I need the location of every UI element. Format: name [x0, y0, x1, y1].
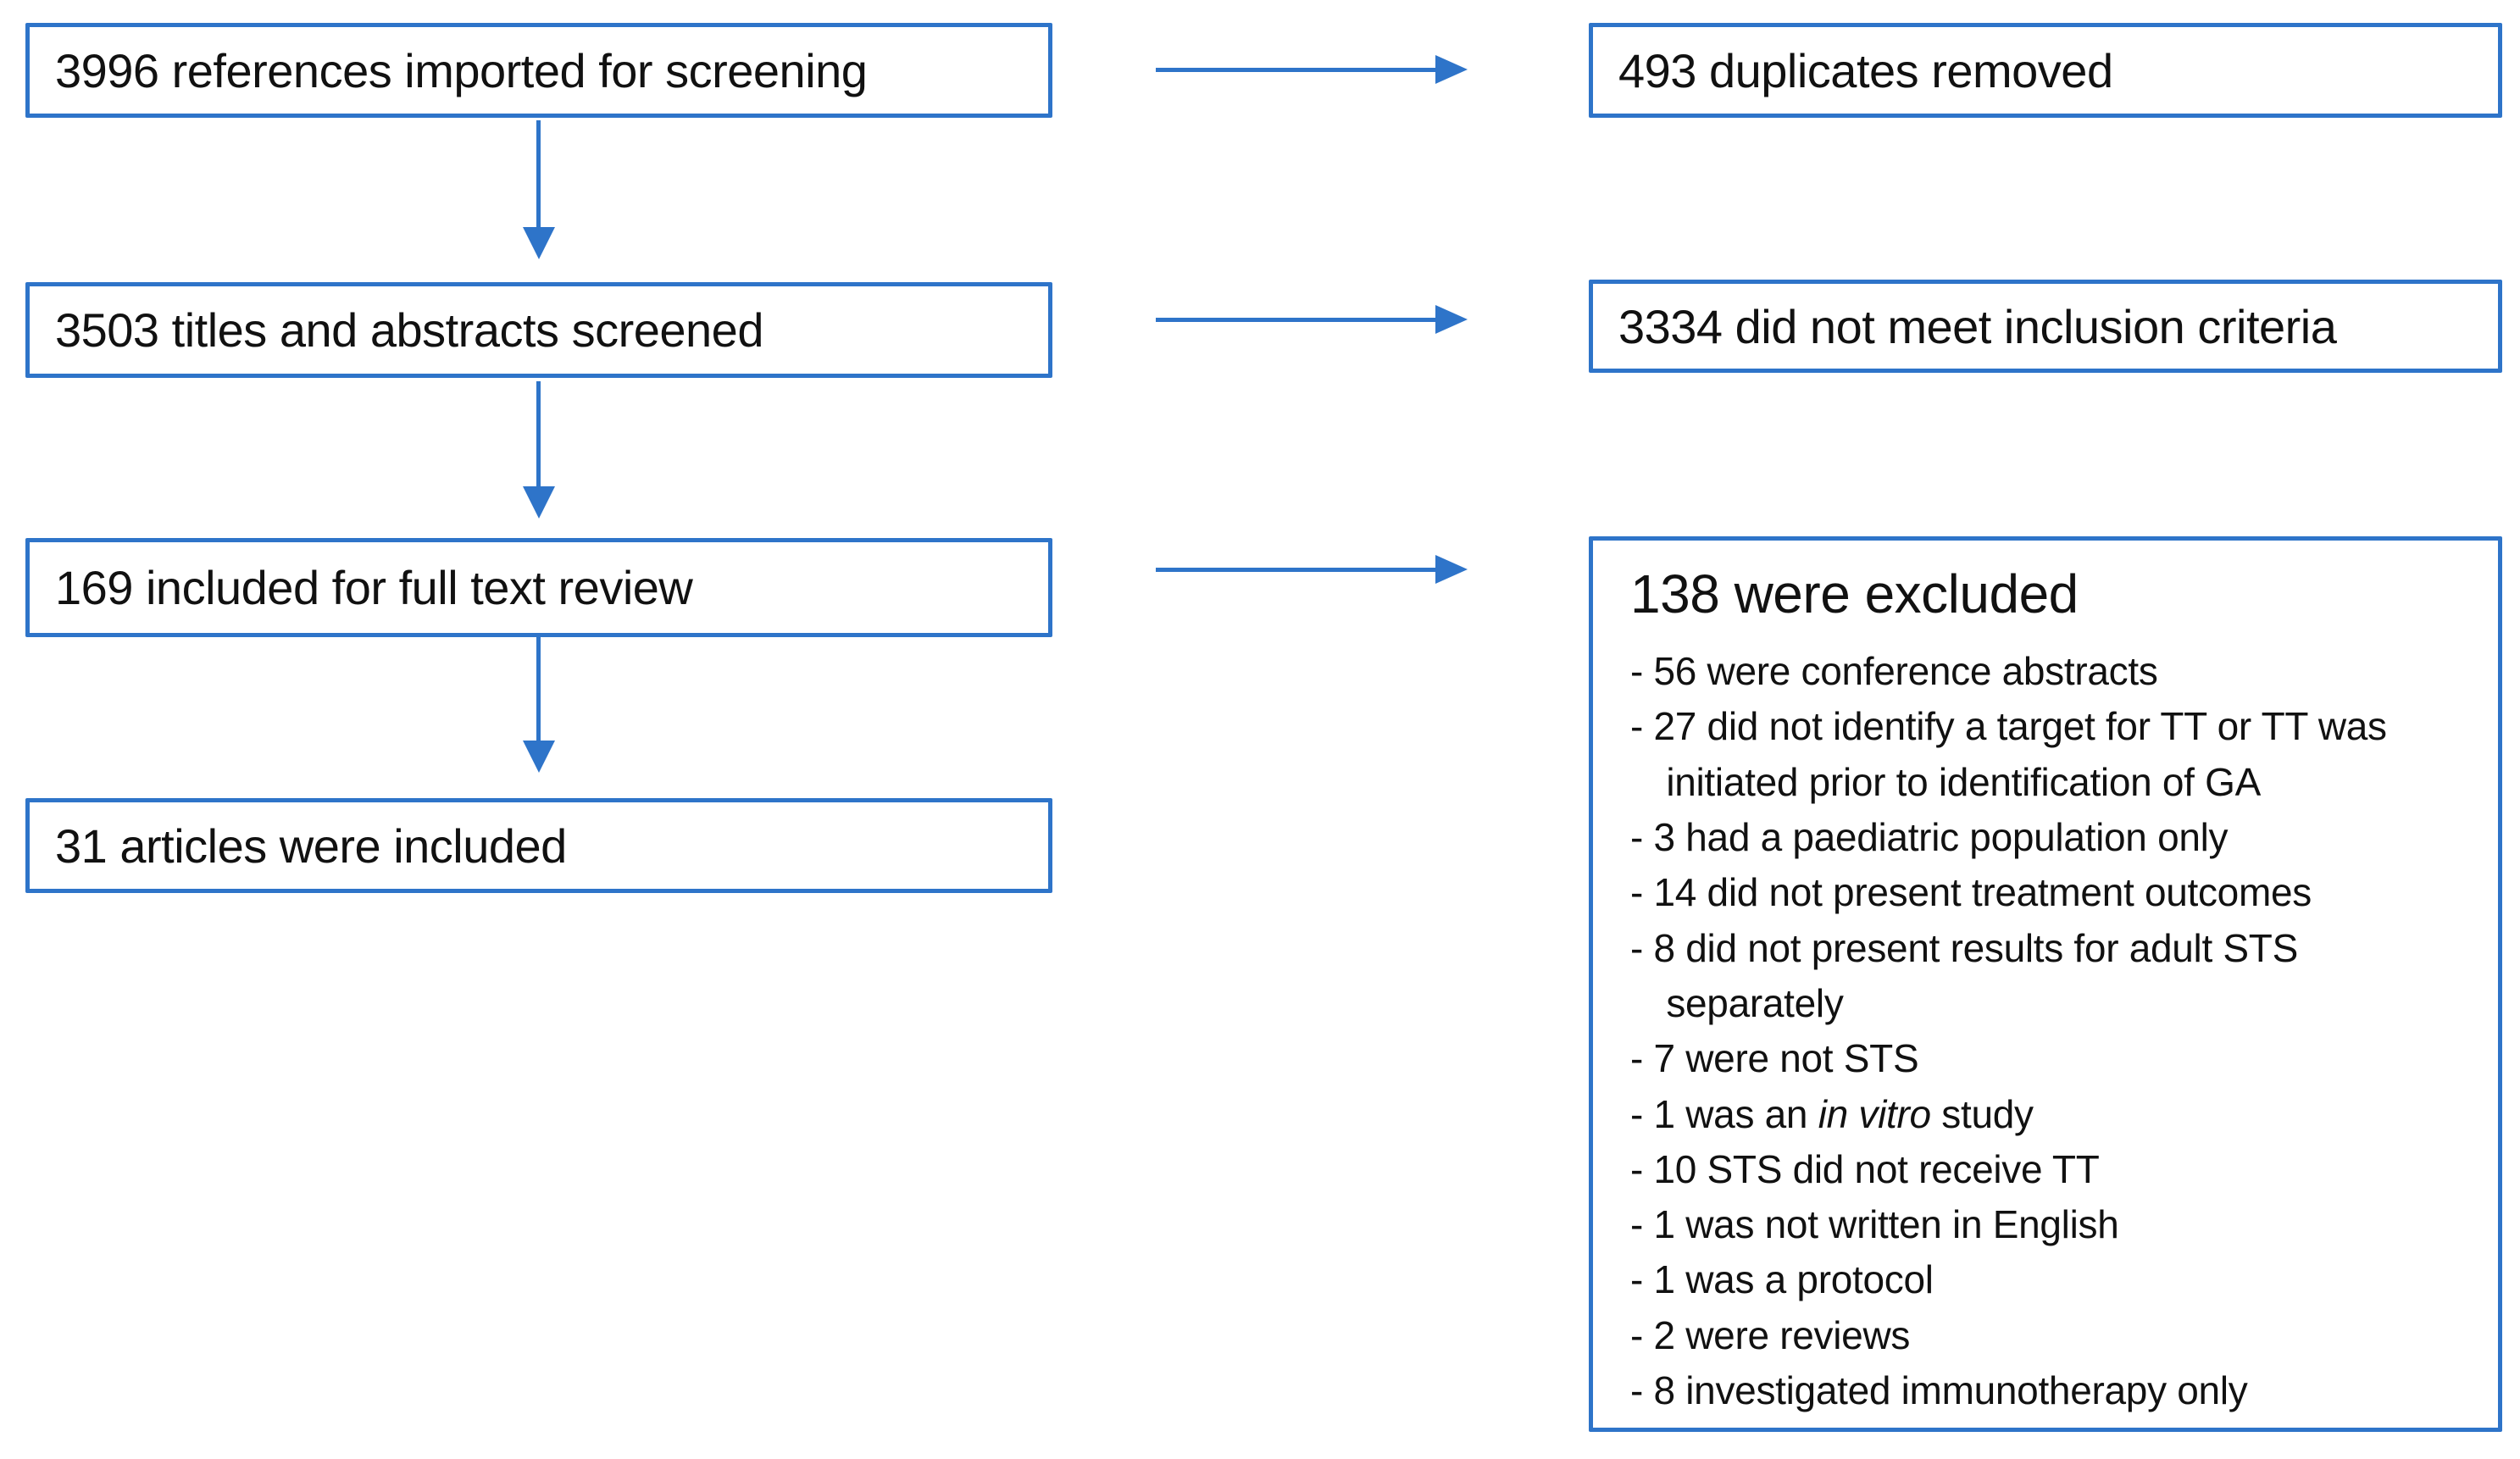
box-articles-included-label: 31 articles were included — [55, 818, 567, 873]
exclusion-item: - 1 was an in vitro study — [1630, 1091, 2034, 1136]
box-did-not-meet-criteria-label: 3334 did not meet inclusion criteria — [1618, 299, 2337, 353]
exclusion-item: - 10 STS did not receive TT — [1630, 1146, 2100, 1191]
box-excluded-details: 138 were excluded - 56 were conference a… — [1589, 536, 2502, 1432]
arrow-down-3-shaft — [536, 637, 541, 742]
box-articles-included: 31 articles were included — [25, 798, 1052, 893]
box-duplicates-removed-label: 493 duplicates removed — [1618, 43, 2113, 97]
arrow-right-1-shaft — [1156, 68, 1437, 72]
box-titles-abstracts-screened: 3503 titles and abstracts screened — [25, 282, 1052, 378]
box-did-not-meet-criteria: 3334 did not meet inclusion criteria — [1589, 280, 2502, 373]
box-titles-abstracts-screened-label: 3503 titles and abstracts screened — [55, 303, 763, 357]
exclusion-item: - 27 did not identify a target for TT or… — [1630, 704, 2387, 804]
box-full-text-review: 169 included for full text review — [25, 538, 1052, 637]
arrow-down-2-shaft — [536, 381, 541, 488]
excluded-title: 138 were excluded — [1630, 563, 2079, 624]
exclusion-item: - 1 was not written in English — [1630, 1202, 2119, 1247]
exclusion-item: - 7 were not STS — [1630, 1036, 1919, 1081]
exclusion-list: - 56 were conference abstracts - 27 did n… — [1630, 644, 2469, 1418]
box-full-text-review-label: 169 included for full text review — [55, 561, 693, 614]
box-references-imported: 3996 references imported for screening — [25, 23, 1052, 118]
exclusion-item: - 1 was a protocol — [1630, 1257, 1934, 1302]
arrow-right-3-shaft — [1156, 568, 1437, 572]
exclusion-item: - 2 were reviews — [1630, 1312, 1911, 1357]
box-references-imported-label: 3996 references imported for screening — [55, 43, 868, 97]
exclusion-item: - 56 were conference abstracts — [1630, 649, 2158, 693]
box-duplicates-removed: 493 duplicates removed — [1589, 23, 2502, 118]
arrow-down-1-head — [523, 227, 555, 259]
exclusion-item: - 3 had a paediatric population only — [1630, 814, 2229, 859]
arrow-down-2-head — [523, 486, 555, 519]
arrow-right-1-head — [1435, 55, 1468, 84]
arrow-right-3-head — [1435, 555, 1468, 584]
exclusion-item: - 8 did not present results for adult ST… — [1630, 925, 2298, 1025]
exclusion-item: - 14 did not present treatment outcomes — [1630, 870, 2312, 915]
arrow-down-3-head — [523, 741, 555, 773]
exclusion-item: - 8 investigated immunotherapy only — [1630, 1368, 2248, 1413]
arrow-right-2-head — [1435, 305, 1468, 334]
arrow-down-1-shaft — [536, 120, 541, 229]
arrow-right-2-shaft — [1156, 318, 1437, 322]
